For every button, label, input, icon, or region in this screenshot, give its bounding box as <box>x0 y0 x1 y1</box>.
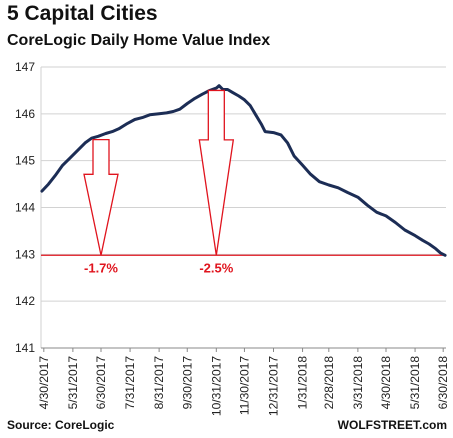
x-tick-label: 12/31/2017 <box>267 356 281 416</box>
grid-layer <box>40 66 446 349</box>
annotation-label: -2.5% <box>199 260 233 275</box>
y-tick-label: 147 <box>15 60 35 74</box>
x-axis: 4/30/2017 5/31/2017 6/30/2017 7/31/2017 8/31… <box>37 348 450 416</box>
y-axis: 141 142 143 144 145 146 147 <box>15 60 35 355</box>
x-tick-label: 6/30/2018 <box>436 356 450 410</box>
x-tick-label: 4/30/2018 <box>379 356 393 410</box>
series-line <box>40 84 447 257</box>
y-tick-label: 142 <box>15 294 35 308</box>
annotation-arrow <box>83 138 119 256</box>
x-tick-label: 2/28/2018 <box>322 356 336 410</box>
source-note: Source: CoreLogic <box>7 418 115 432</box>
x-tick-label: 5/31/2018 <box>408 356 422 410</box>
x-tick-label: 10/31/2017 <box>209 356 223 416</box>
annotation-label: -1.7% <box>84 260 118 275</box>
x-tick-label: 6/30/2017 <box>94 356 108 410</box>
annotation-layer: -1.7% -2.5% <box>83 89 235 275</box>
y-tick-label: 146 <box>15 107 35 121</box>
x-tick-label: 7/31/2017 <box>123 356 137 410</box>
x-tick-label: 11/30/2017 <box>237 356 251 415</box>
x-tick-label: 3/31/2018 <box>351 356 365 410</box>
chart-title: 5 Capital Cities <box>7 2 158 25</box>
y-tick-label: 143 <box>15 247 35 261</box>
x-tick-label: 8/31/2017 <box>152 356 166 410</box>
x-tick-label: 9/30/2017 <box>180 356 194 410</box>
series-layer <box>40 84 447 257</box>
x-tick-label: 5/31/2017 <box>66 356 80 410</box>
x-tick-label: 4/30/2017 <box>37 356 51 410</box>
brand-label: WOLFSTREET.com <box>337 418 447 432</box>
chart-subtitle: CoreLogic Daily Home Value Index <box>7 32 271 49</box>
annotation-arrow <box>198 89 235 256</box>
y-tick-label: 145 <box>15 154 35 168</box>
y-tick-label: 141 <box>15 341 35 355</box>
x-tick-label: 1/31/2018 <box>296 356 310 410</box>
y-tick-label: 144 <box>15 201 35 215</box>
